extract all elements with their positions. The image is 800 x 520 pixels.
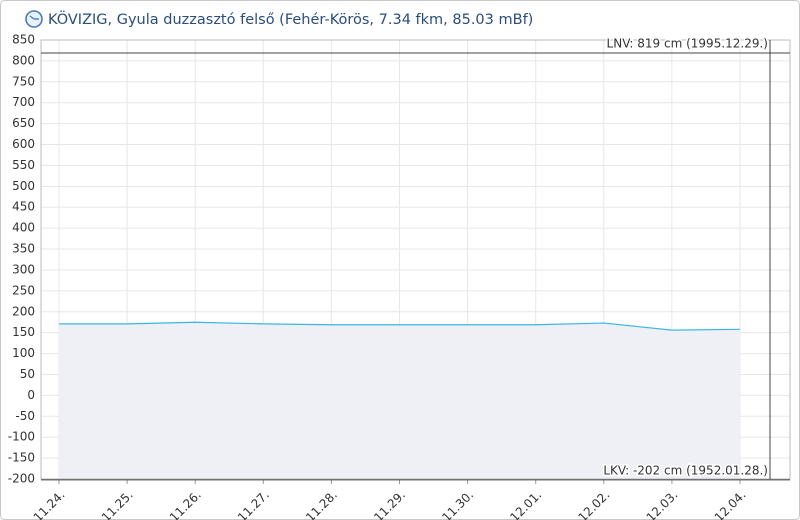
- line: [59, 321, 741, 331]
- area: [59, 322, 740, 479]
- clock-icon: [25, 10, 43, 28]
- y-tick-label: 700: [12, 95, 35, 109]
- y-tick-label: 50: [20, 367, 35, 381]
- y-tick-label: 400: [12, 221, 35, 235]
- reference-label: LKV: -202 cm (1952.01.28.): [603, 463, 768, 477]
- chart-title: KÖVIZIG, Gyula duzzasztó felső (Fehér-Kö…: [48, 10, 533, 28]
- y-tick-label: 250: [12, 283, 35, 297]
- y-tick-label: 350: [12, 242, 35, 256]
- y-tick-label: 450: [12, 200, 35, 214]
- y-tick-label: 550: [12, 158, 35, 172]
- plot-border: [40, 39, 791, 480]
- y-tick-label: -50: [15, 409, 35, 423]
- y-tick-label: 850: [12, 33, 35, 47]
- y-tick-label: -100: [8, 430, 35, 444]
- y-tick-label: 0: [27, 388, 35, 402]
- y-tick-label: 600: [12, 137, 35, 151]
- y-tick-label: 200: [12, 304, 35, 318]
- y-tick-label: 800: [12, 53, 35, 67]
- y-tick-label: 650: [12, 116, 35, 130]
- y-tick-label: 300: [12, 262, 35, 276]
- reference-label: LNV: 819 cm (1995.12.29.): [607, 37, 768, 51]
- y-tick-label: -200: [8, 472, 35, 486]
- y-tick-label: 150: [12, 325, 35, 339]
- y-tick-label: -150: [8, 451, 35, 465]
- y-tick-label: 100: [12, 346, 35, 360]
- y-tick-label: 500: [12, 179, 35, 193]
- y-tick-label: 750: [12, 74, 35, 88]
